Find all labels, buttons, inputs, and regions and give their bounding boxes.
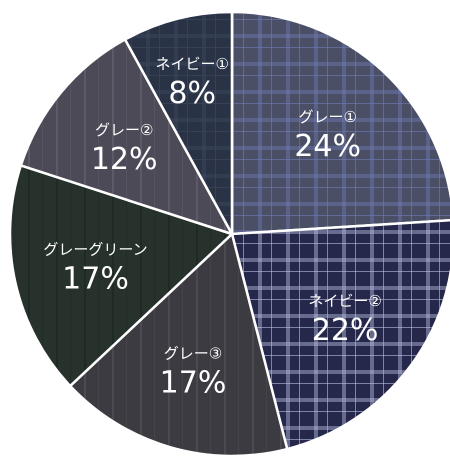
pie-slice-4 (8, 164, 234, 388)
pie-slices (8, 10, 450, 458)
slice-value-label: 22% (312, 313, 379, 348)
slice-name-label: グレー① (298, 108, 356, 126)
slice-name-label: グレー② (95, 121, 153, 139)
pie-slice-5 (19, 38, 234, 236)
pie-slice-3 (68, 232, 289, 458)
slice-value-label: 24% (294, 129, 361, 164)
slice-name-label: グレーグリーン (43, 241, 147, 259)
pie-slice-2 (230, 219, 450, 451)
slice-name-label: ネイビー② (308, 292, 381, 310)
pie-labels: グレー① 24% ネイビー② 22% グレー③ 17% グレーグリーン 17% グレー② 12% ネ… (43, 55, 381, 400)
slice-value-label: 17% (160, 365, 227, 400)
pie-slice-1 (230, 10, 450, 236)
slice-value-label: 17% (62, 262, 129, 297)
slice-value-label: 12% (91, 142, 158, 177)
slice-name-label: ネイビー① (155, 55, 228, 73)
slice-value-label: 8% (168, 76, 216, 111)
slice-name-label: グレー③ (164, 344, 222, 362)
pie-slice-6 (123, 10, 234, 236)
